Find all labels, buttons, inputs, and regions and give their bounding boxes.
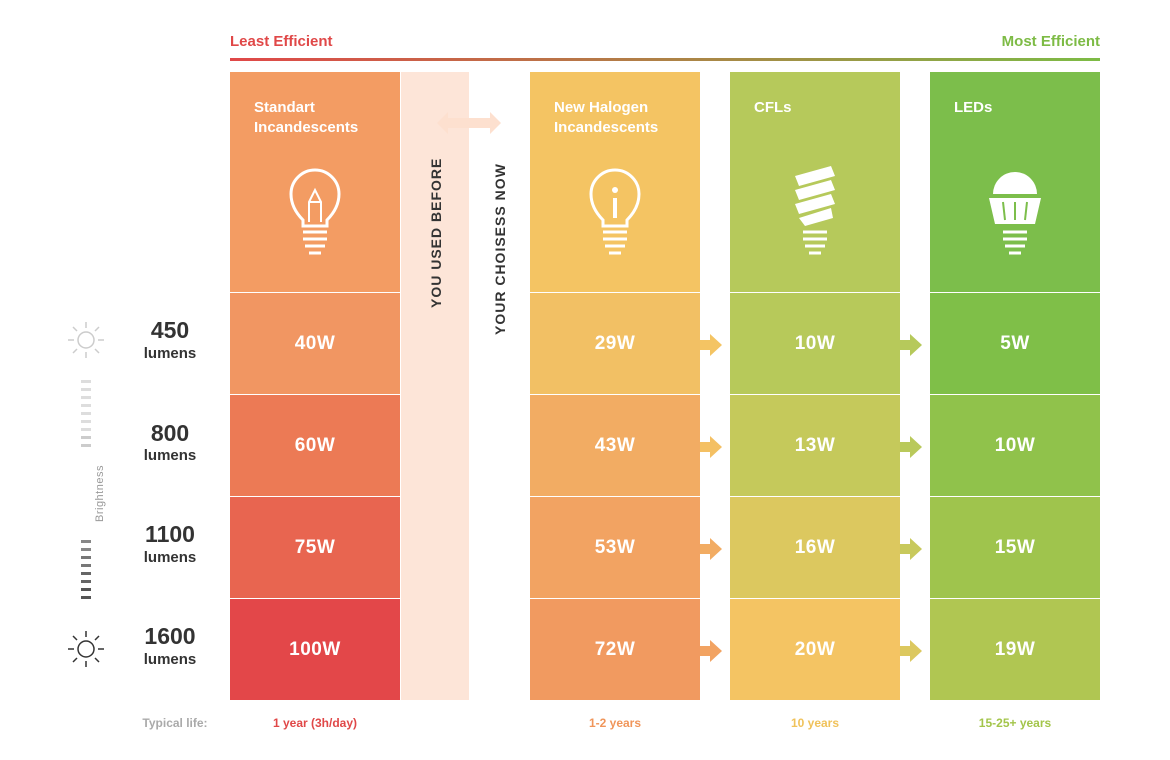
brightness-tick — [81, 556, 91, 559]
most-efficient-label: Most Efficient — [1001, 33, 1100, 50]
column-header-led: LEDs — [930, 72, 1100, 292]
brightness-tick — [81, 588, 91, 591]
brightness-tick — [81, 540, 91, 543]
column-header-incandescent: Standart Incandescents — [230, 72, 400, 292]
column-title: LEDs — [954, 99, 993, 116]
bright-sun-icon — [68, 631, 104, 667]
right-arrow-icon — [900, 538, 922, 560]
column-header-cfl: CFLs — [730, 72, 900, 292]
brightness-tick — [81, 548, 91, 551]
cell-cfl-800: 13W — [730, 395, 900, 496]
life-cfl: 10 years — [790, 716, 840, 730]
cfl-bulb-icon — [795, 166, 835, 255]
lumens-unit: lumens — [143, 345, 197, 362]
brightness-tick — [81, 388, 91, 391]
brightness-tick — [81, 428, 91, 431]
life-halogen: 1-2 years — [588, 716, 642, 730]
led-bulb-icon — [989, 172, 1041, 255]
life-led: 15-25+ years — [978, 716, 1052, 730]
lumens-unit: lumens — [143, 651, 197, 668]
right-arrow-icon — [900, 640, 922, 662]
halogen-bulb-icon — [589, 168, 641, 255]
cell-led-1100: 15W — [930, 497, 1100, 598]
brightness-tick — [81, 396, 91, 399]
right-arrow-icon — [700, 334, 722, 356]
column-cfl: CFLs 10W 13W 16W 20W — [730, 72, 900, 700]
brightness-tick — [81, 580, 91, 583]
brightness-tick — [81, 404, 91, 407]
cell-led-450: 5W — [930, 293, 1100, 394]
cell-led-1600: 19W — [930, 599, 1100, 700]
column-title: Standart Incandescents — [254, 99, 359, 136]
brightness-tick — [81, 380, 91, 383]
lumens-value-1100: 1100 — [145, 521, 195, 547]
column-title: New Halogen Incandescents — [554, 99, 659, 136]
brightness-tick — [81, 412, 91, 415]
incandescent-bulb-icon — [289, 168, 341, 255]
dim-sun-icon — [68, 322, 104, 358]
least-efficient-label: Least Efficient — [230, 33, 333, 50]
brightness-tick — [81, 572, 91, 575]
column-halogen: New Halogen Incandescents 29W 43W 53W 72… — [530, 72, 700, 700]
life-incandescent: 1 year (3h/day) — [272, 716, 358, 730]
typical-life-label: Typical life: — [142, 716, 208, 730]
brightness-tick — [81, 564, 91, 567]
cell-incandescent-800: 60W — [230, 395, 400, 496]
cell-cfl-450: 10W — [730, 293, 900, 394]
used-before-label: YOU USED BEFORE — [428, 157, 444, 308]
column-title: CFLs — [754, 99, 792, 116]
cell-incandescent-1600: 100W — [230, 599, 400, 700]
used-before-band — [401, 72, 469, 700]
cell-halogen-1600: 72W — [530, 599, 700, 700]
column-led: LEDs 5W 10W 15W 19W — [930, 72, 1100, 700]
right-arrow-icon — [700, 436, 722, 458]
right-arrow-icon — [700, 640, 722, 662]
double-arrow-icon — [437, 112, 501, 134]
brightness-tick — [81, 436, 91, 439]
efficiency-gradient-bar — [230, 58, 1100, 61]
cell-cfl-1600: 20W — [730, 599, 900, 700]
column-header-halogen: New Halogen Incandescents — [530, 72, 700, 292]
cell-led-800: 10W — [930, 395, 1100, 496]
cell-halogen-1100: 53W — [530, 497, 700, 598]
brightness-tick — [81, 596, 91, 599]
cell-halogen-450: 29W — [530, 293, 700, 394]
lumens-unit: lumens — [143, 447, 197, 464]
brightness-tick — [81, 420, 91, 423]
right-arrow-icon — [900, 436, 922, 458]
right-arrow-icon — [700, 538, 722, 560]
column-incandescent: Standart Incandescents 40W 60W 75W 100W — [230, 72, 400, 700]
lumens-value-450: 450 — [150, 317, 190, 343]
choices-now-label: YOUR CHOISESS NOW — [492, 163, 508, 335]
brightness-tick — [81, 444, 91, 447]
cell-halogen-800: 43W — [530, 395, 700, 496]
lumens-value-1600: 1600 — [144, 623, 196, 649]
lumens-value-800: 800 — [150, 420, 190, 446]
cell-incandescent-450: 40W — [230, 293, 400, 394]
lumens-unit: lumens — [143, 549, 197, 566]
right-arrow-icon — [900, 334, 922, 356]
cell-incandescent-1100: 75W — [230, 497, 400, 598]
brightness-label: Brightness — [94, 465, 106, 522]
cell-cfl-1100: 16W — [730, 497, 900, 598]
